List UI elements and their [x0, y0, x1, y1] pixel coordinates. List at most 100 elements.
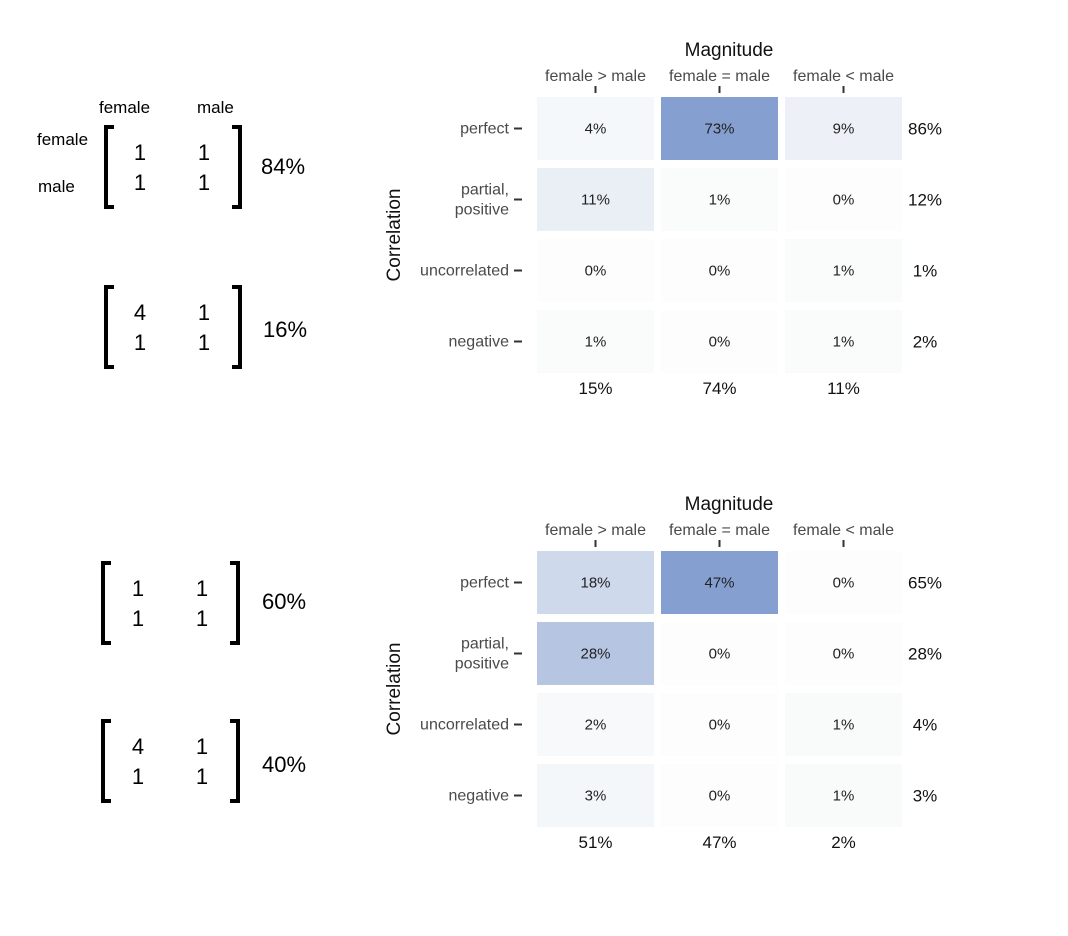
row-total-label: 3% [913, 787, 938, 806]
heatmap-cell [537, 97, 654, 160]
heatmap-cell [537, 310, 654, 373]
matrix-right-bracket [230, 719, 240, 803]
row-total-label: 4% [913, 716, 938, 735]
heatmap-cell [785, 97, 902, 160]
matrix-cell: 1 [195, 734, 209, 759]
column-total-label: 15% [578, 379, 612, 398]
matrix-cell: 1 [197, 170, 211, 195]
matrix-right-bracket [232, 285, 242, 369]
chart-title: Magnitude [685, 494, 774, 515]
matrix-percent: 84% [261, 154, 306, 179]
matrix-cell: 1 [195, 576, 209, 601]
y-tick-label-line: partial, [461, 636, 509, 653]
y-tick-label-line: perfect [460, 575, 509, 592]
y-tick-label-line: uncorrelated [420, 717, 509, 734]
column-total-label: 11% [827, 379, 860, 398]
matrix-percent: 40% [262, 752, 307, 777]
heatmap-cell [537, 551, 654, 614]
cell-value-label: 73% [704, 121, 734, 138]
heatmap-cell [661, 693, 778, 756]
y-axis-label: Correlation [384, 643, 405, 736]
x-tick-label: female < male [793, 522, 894, 539]
cell-value-label: 0% [833, 192, 855, 209]
cell-value-label: 9% [833, 121, 855, 138]
matrix-cell: 1 [195, 606, 209, 631]
row-total-label: 1% [913, 262, 938, 281]
heatmap-cell [661, 551, 778, 614]
y-tick-label-line: negative [449, 334, 510, 351]
cell-value-label: 0% [833, 646, 855, 663]
y-tick-label-line: perfect [460, 121, 509, 138]
heatmap-cell [785, 551, 902, 614]
heatmap-cell [661, 764, 778, 827]
matrix-left-bracket [104, 285, 114, 369]
heatmap-cell [537, 764, 654, 827]
y-tick-label-line: negative [449, 788, 510, 805]
x-tick-label: female < male [793, 68, 894, 85]
cell-value-label: 1% [833, 334, 855, 351]
row-total-label: 65% [908, 574, 942, 593]
cell-value-label: 0% [833, 575, 855, 592]
cell-value-label: 2% [585, 717, 607, 734]
matrix-cell: 1 [197, 300, 211, 325]
cell-value-label: 3% [585, 788, 607, 805]
heatmap-cell [785, 239, 902, 302]
y-tick-label: negative [449, 788, 510, 805]
heatmap-cell [661, 622, 778, 685]
heatmap-cell [785, 310, 902, 373]
y-tick-label-line: positive [455, 202, 509, 219]
matrix-col-header-female: female [99, 98, 151, 117]
matrix-col-header-male: male [197, 98, 234, 117]
matrix-cell: 1 [131, 764, 145, 789]
matrix-cell: 1 [133, 170, 147, 195]
matrix-cell: 4 [131, 734, 145, 759]
y-tick-label: perfect [460, 575, 509, 592]
matrix-cell: 1 [197, 140, 211, 165]
heatmap-cell [661, 97, 778, 160]
heatmap-cell [537, 168, 654, 231]
matrix-left-bracket [104, 125, 114, 209]
matrix-left-bracket [101, 561, 111, 645]
heatmap-cell [661, 239, 778, 302]
heatmap-cell [785, 622, 902, 685]
cell-value-label: 0% [709, 263, 731, 280]
cell-value-label: 1% [833, 263, 855, 280]
y-tick-label: uncorrelated [420, 717, 509, 734]
matrix-left-bracket [101, 719, 111, 803]
heatmap-cell [661, 168, 778, 231]
cell-value-label: 1% [833, 788, 855, 805]
cell-value-label: 4% [585, 121, 607, 138]
row-total-label: 12% [908, 191, 942, 210]
heatmap-cell [537, 622, 654, 685]
y-tick-label-line: positive [455, 656, 509, 673]
heatmap-cell [537, 693, 654, 756]
matrix-row-header-male: male [38, 177, 75, 196]
heatmap-cell [661, 310, 778, 373]
matrix-cell: 1 [131, 606, 145, 631]
matrix-cell: 1 [197, 330, 211, 355]
cell-value-label: 0% [709, 788, 731, 805]
y-tick-label: partial, positive [455, 636, 509, 673]
column-total-label: 47% [702, 833, 736, 852]
cell-value-label: 1% [709, 192, 731, 209]
x-tick-label: female = male [669, 522, 770, 539]
heatmap-cell [785, 693, 902, 756]
y-tick-label: negative [449, 334, 510, 351]
y-tick-label-line: uncorrelated [420, 263, 509, 280]
matrix-cell: 1 [195, 764, 209, 789]
cell-value-label: 1% [585, 334, 607, 351]
column-total-label: 2% [831, 833, 856, 852]
matrix-cell: 1 [133, 140, 147, 165]
matrix-cell: 4 [133, 300, 147, 325]
column-total-label: 74% [702, 379, 736, 398]
cell-value-label: 18% [580, 575, 610, 592]
cell-value-label: 0% [585, 263, 607, 280]
cell-value-label: 0% [709, 646, 731, 663]
cell-value-label: 47% [704, 575, 734, 592]
x-tick-label: female = male [669, 68, 770, 85]
y-tick-label: perfect [460, 121, 509, 138]
matrix-percent: 16% [263, 317, 308, 342]
matrix-percent: 60% [262, 589, 307, 614]
cell-value-label: 11% [581, 192, 610, 209]
cell-value-label: 28% [580, 646, 610, 663]
